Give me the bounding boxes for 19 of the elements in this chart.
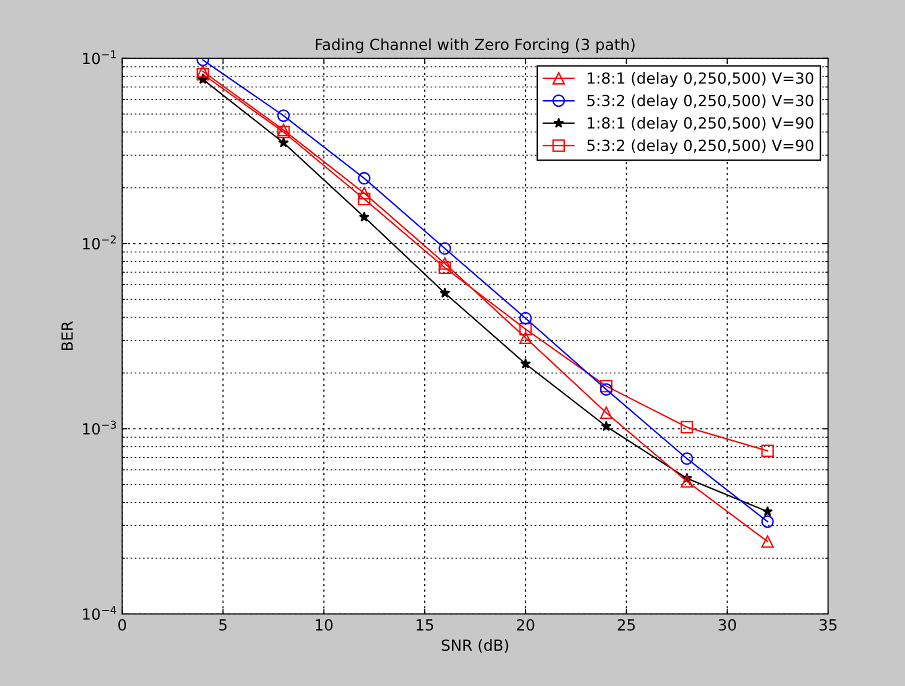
chart-title: Fading Channel with Zero Forcing (3 path) [316, 38, 635, 54]
x-tick-label: 30 [718, 619, 736, 631]
y-tick-label: 10$^{−4}$ [83, 606, 116, 620]
x-tick-label: 10 [316, 619, 333, 631]
x-tick-label: 25 [618, 619, 635, 631]
x-tick-label: 0 [118, 619, 126, 631]
legend-label: 5:3:2 (delay 0,250,500) V=30 [587, 94, 814, 110]
x-axis-title: SNR (dB) [442, 639, 508, 653]
y-axis-title: BER [62, 321, 73, 350]
legend-label: 1:8:1 (delay 0,250,500) V=90 [588, 116, 814, 132]
legend-label: 1:8:1 (delay 0,250,500) V=30 [588, 72, 814, 87]
x-tick-label: 5 [219, 619, 227, 631]
x-tick-label: 20 [516, 619, 534, 631]
y-tick-label: 10$^{−3}$ [83, 420, 116, 435]
y-tick-label: 10$^{−2}$ [83, 235, 116, 250]
x-tick-label: 15 [416, 619, 434, 631]
x-tick-label: 35 [820, 619, 836, 631]
y-tick-label: 10$^{−1}$ [83, 50, 116, 64]
legend-label: 5:3:2 (delay 0,250,500) V=90 [587, 139, 814, 154]
